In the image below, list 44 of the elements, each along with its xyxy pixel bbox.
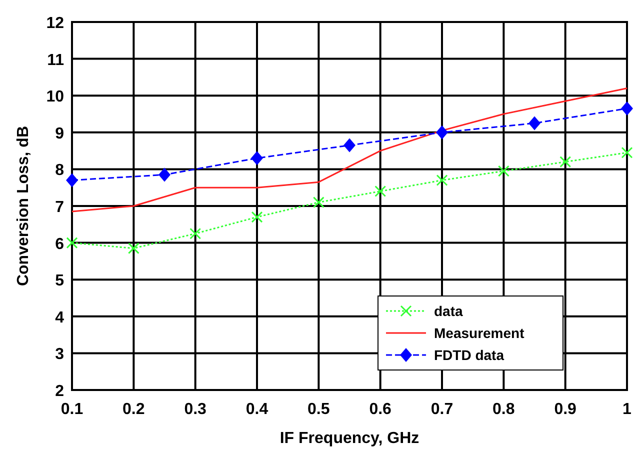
x-tick-label: 0.6: [369, 401, 392, 418]
x-tick-label: 0.4: [246, 401, 268, 418]
x-tick-label: 0.9: [554, 401, 577, 418]
point: [436, 125, 448, 140]
point: [344, 138, 356, 152]
point: [251, 151, 263, 166]
point: [251, 211, 263, 223]
legend-label: FDTD data: [434, 347, 504, 363]
y-tick-label: 8: [55, 162, 64, 180]
line-series: [71, 87, 628, 212]
x-tick-label: 0.5: [308, 401, 330, 418]
point: [128, 242, 140, 254]
point: [190, 228, 202, 240]
y-tick-label: 9: [55, 125, 64, 142]
legend-label: data: [434, 303, 463, 319]
y-tick-label: 4: [55, 309, 64, 326]
y-axis-title: Conversion Loss, dB: [15, 126, 32, 286]
point: [621, 146, 633, 158]
y-tick-label: 7: [55, 199, 64, 216]
y-tick-label: 12: [46, 15, 64, 32]
x-axis-title: IF Frequency, GHz: [280, 430, 420, 447]
x-tick-label: 1: [622, 401, 632, 418]
x-tick-label: 0.2: [122, 401, 145, 418]
point: [436, 174, 448, 186]
point: [560, 156, 572, 168]
y-tick-label: 11: [47, 52, 64, 69]
point: [66, 237, 78, 249]
x-tick-label: 0.1: [60, 401, 84, 418]
point: [312, 196, 324, 208]
x-tick-label: 0.3: [184, 401, 207, 418]
legend-label: Measurement: [434, 325, 525, 341]
x-tick-label: 0.8: [492, 401, 515, 418]
y-tick-label: 2: [55, 383, 64, 400]
y-tick-label: 10: [46, 88, 64, 106]
y-tick-label: 5: [55, 272, 64, 290]
point: [498, 165, 510, 177]
point: [528, 116, 540, 130]
point: [621, 101, 633, 116]
y-tick-label: 3: [55, 346, 64, 364]
y-tick-label: 6: [55, 236, 64, 253]
point: [66, 173, 78, 188]
point: [374, 186, 386, 198]
x-tick-label: 0.7: [430, 401, 454, 418]
point: [158, 168, 170, 182]
